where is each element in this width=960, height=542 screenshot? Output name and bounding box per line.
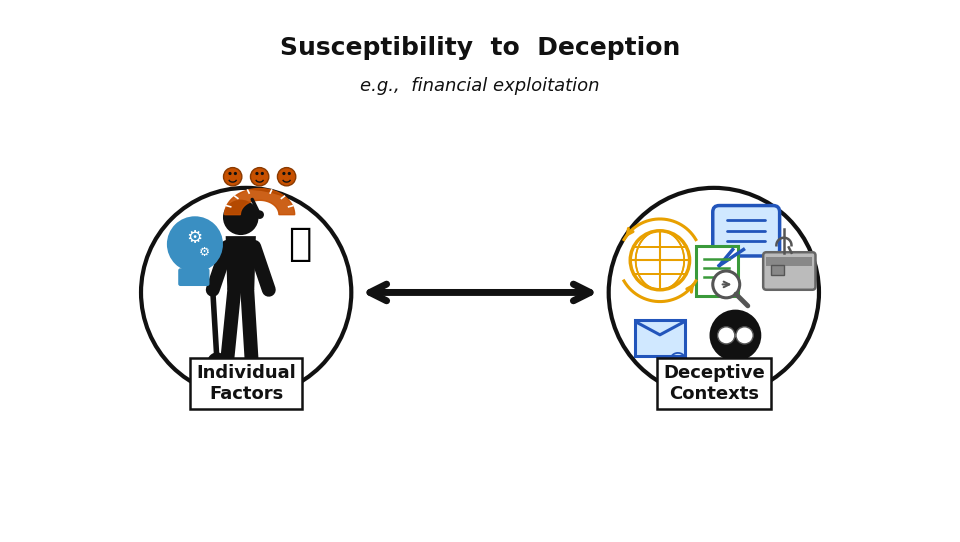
FancyArrowPatch shape: [370, 284, 590, 301]
Text: ⚙: ⚙: [186, 229, 202, 247]
Circle shape: [255, 210, 264, 219]
Circle shape: [282, 172, 285, 175]
Polygon shape: [226, 236, 256, 290]
Circle shape: [228, 172, 231, 175]
Circle shape: [251, 167, 269, 186]
FancyBboxPatch shape: [763, 252, 815, 290]
Text: Individual
Factors: Individual Factors: [196, 364, 296, 403]
Text: Deceptive
Contexts: Deceptive Contexts: [663, 364, 765, 403]
Text: 🧠: 🧠: [288, 225, 312, 263]
FancyBboxPatch shape: [771, 264, 784, 275]
Circle shape: [261, 172, 264, 175]
Text: e.g.,  financial exploitation: e.g., financial exploitation: [360, 77, 600, 95]
FancyBboxPatch shape: [179, 268, 209, 286]
FancyBboxPatch shape: [712, 205, 780, 256]
Circle shape: [288, 172, 291, 175]
Polygon shape: [719, 249, 743, 266]
Circle shape: [224, 167, 242, 186]
Text: @: @: [668, 351, 687, 370]
FancyBboxPatch shape: [695, 246, 737, 296]
Text: ⚙: ⚙: [199, 246, 210, 259]
Circle shape: [609, 188, 819, 397]
Circle shape: [718, 327, 734, 344]
Text: Susceptibility  to  Deception: Susceptibility to Deception: [279, 36, 681, 60]
Circle shape: [736, 327, 754, 344]
Circle shape: [712, 271, 740, 298]
Circle shape: [631, 231, 689, 290]
FancyBboxPatch shape: [635, 320, 685, 356]
Circle shape: [167, 216, 223, 272]
Polygon shape: [225, 189, 295, 215]
Circle shape: [255, 172, 258, 175]
Circle shape: [141, 188, 351, 397]
Circle shape: [223, 199, 258, 235]
Circle shape: [709, 309, 761, 361]
FancyBboxPatch shape: [766, 257, 812, 266]
Circle shape: [233, 172, 237, 175]
Circle shape: [277, 167, 296, 186]
